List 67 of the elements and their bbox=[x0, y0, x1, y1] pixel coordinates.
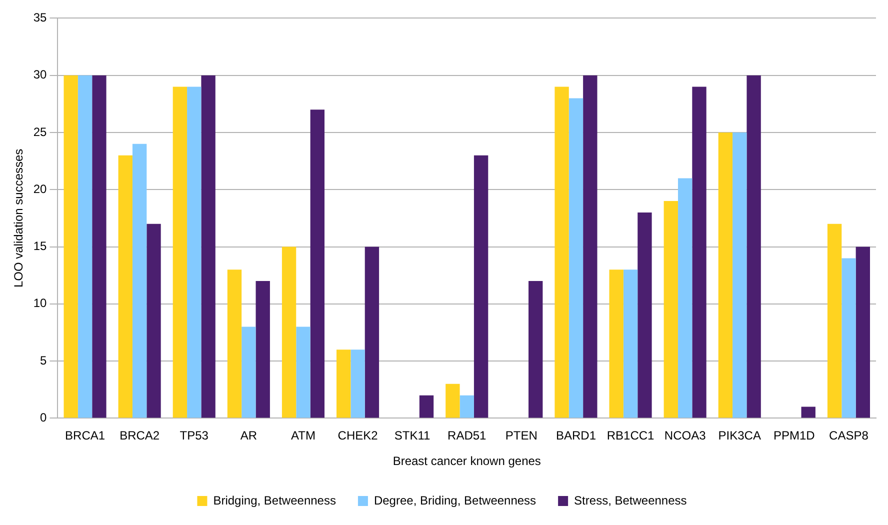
y-tick-label: 20 bbox=[33, 182, 48, 196]
bar bbox=[474, 155, 488, 418]
y-tick-label: 35 bbox=[33, 10, 48, 25]
x-tick-label: AR bbox=[240, 428, 258, 443]
bar bbox=[623, 270, 638, 418]
x-tick-label: NCOA3 bbox=[664, 428, 706, 443]
bar bbox=[678, 178, 692, 418]
bar bbox=[350, 350, 365, 418]
y-tick-label: 30 bbox=[33, 68, 48, 82]
y-tick-label: 0 bbox=[40, 410, 48, 425]
bar bbox=[801, 406, 816, 418]
x-tick-label: BARD1 bbox=[556, 428, 596, 443]
x-tick-label: RB1CC1 bbox=[606, 428, 655, 443]
bar bbox=[856, 246, 870, 418]
bar bbox=[419, 395, 434, 418]
y-tick-label: 25 bbox=[33, 124, 48, 139]
bar bbox=[446, 384, 460, 418]
x-tick-label: PTEN bbox=[505, 428, 538, 443]
legend-label: Bridging, Betweenness bbox=[213, 493, 336, 508]
bar bbox=[583, 75, 598, 418]
bar bbox=[78, 75, 92, 418]
x-tick-label: ATM bbox=[290, 428, 316, 443]
y-tick-label: 5 bbox=[40, 353, 48, 368]
bar bbox=[118, 155, 132, 418]
bar bbox=[146, 224, 161, 418]
y-tick-label: 10 bbox=[33, 296, 48, 310]
bar bbox=[92, 75, 106, 418]
bar bbox=[364, 246, 380, 418]
x-tick-label: BRCA1 bbox=[65, 428, 106, 443]
y-axis-title: LOO validation successes bbox=[12, 148, 26, 288]
legend-label: Degree, Briding, Betweenness bbox=[374, 493, 536, 508]
bar bbox=[638, 212, 652, 418]
x-tick-label: PPM1D bbox=[774, 428, 816, 443]
y-tick-label: 15 bbox=[33, 239, 48, 254]
x-tick-label: CHEK2 bbox=[338, 428, 378, 443]
bar bbox=[64, 75, 78, 418]
x-tick-label: CASP8 bbox=[829, 428, 869, 443]
x-tick-label: TP53 bbox=[180, 428, 209, 443]
bar bbox=[692, 86, 706, 418]
bar bbox=[132, 144, 147, 418]
bar bbox=[718, 132, 733, 418]
bar bbox=[827, 224, 842, 418]
bar bbox=[336, 350, 351, 418]
bar bbox=[528, 281, 543, 418]
bar bbox=[732, 132, 747, 418]
legend-label: Stress, Betweenness bbox=[574, 493, 687, 508]
bar bbox=[201, 75, 216, 418]
x-tick-label: STK11 bbox=[394, 428, 431, 443]
bar bbox=[282, 246, 296, 418]
bar bbox=[460, 395, 474, 418]
bar bbox=[227, 270, 242, 418]
bar bbox=[609, 270, 624, 418]
x-tick-label: PIK3CA bbox=[718, 428, 761, 443]
x-axis-title: Breast cancer known genes bbox=[392, 454, 541, 468]
bar bbox=[256, 281, 270, 418]
bar bbox=[568, 98, 584, 418]
bar bbox=[310, 110, 324, 418]
bar bbox=[664, 201, 678, 418]
bar bbox=[187, 86, 202, 418]
bar bbox=[842, 258, 856, 418]
bar bbox=[172, 86, 188, 418]
bar bbox=[746, 75, 761, 418]
x-tick-label: RAD51 bbox=[448, 428, 487, 443]
bar bbox=[296, 326, 310, 418]
bar bbox=[554, 86, 569, 418]
bar bbox=[242, 326, 256, 418]
x-tick-label: BRCA2 bbox=[120, 428, 160, 443]
